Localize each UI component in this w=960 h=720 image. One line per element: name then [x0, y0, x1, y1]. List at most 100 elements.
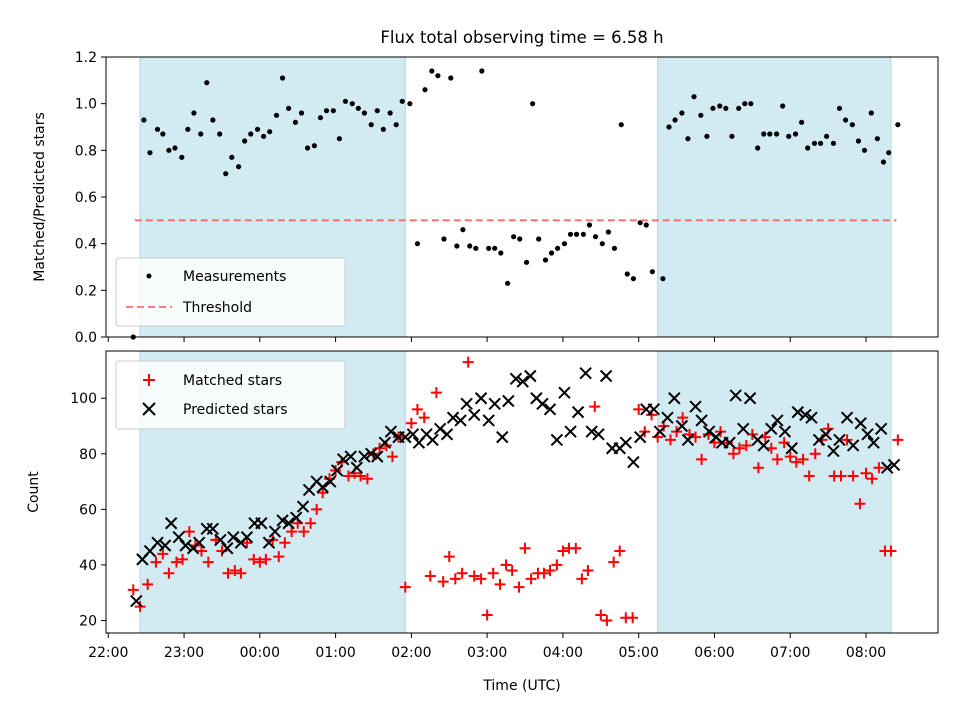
- measurement-point: [242, 138, 248, 144]
- matched-star-point: [544, 564, 556, 576]
- predicted-star-point: [681, 433, 695, 447]
- measurement-point: [298, 110, 305, 116]
- matched-star-point: [873, 462, 885, 474]
- measurement-point: [660, 276, 666, 282]
- bottom-axes-frame: [105, 350, 939, 634]
- measurement-point: [666, 124, 672, 130]
- measurement-point: [248, 131, 254, 137]
- top-panel: 0.0 0.2 0.4 0.6 0.8 1.0 1.2 Matched/Predicted …: [32, 50, 939, 346]
- measurement-point: [330, 108, 336, 114]
- chart-title: Flux total observing time = 6.58 h: [380, 28, 663, 47]
- predicted-star-point: [384, 425, 398, 438]
- measurement-point: [685, 136, 691, 142]
- measurement-point: [317, 115, 324, 121]
- predicted-star-point: [743, 392, 757, 405]
- predicted-star-point: [737, 422, 750, 436]
- predicted-star-point: [524, 369, 537, 383]
- measurement-point: [448, 75, 454, 81]
- matched-star-point: [892, 434, 904, 446]
- measurement-point: [523, 259, 530, 265]
- measurement-point: [842, 117, 849, 123]
- top-legend: Measurements Threshold: [115, 257, 346, 327]
- measurement-point: [393, 122, 399, 128]
- matched-star-point: [487, 567, 499, 579]
- predicted-star-point: [827, 444, 840, 458]
- predicted-star-point: [799, 408, 812, 422]
- matched-star-point: [286, 526, 298, 538]
- measurement-point: [742, 101, 748, 107]
- predicted-star-point: [206, 522, 220, 536]
- predicted-star-point: [496, 430, 509, 444]
- predicted-star-point: [653, 425, 667, 438]
- measurement-point: [561, 241, 568, 247]
- measurement-point: [492, 245, 498, 251]
- measurement-point: [799, 119, 805, 125]
- bottom-y-tick-label: 40: [79, 558, 97, 574]
- predicted-star-point: [874, 422, 888, 436]
- matched-star-point: [468, 570, 480, 582]
- matched-star-point: [494, 578, 506, 590]
- measurement-point: [517, 236, 523, 242]
- legend-predicted-label: Predicted stars: [183, 402, 288, 418]
- measurement-point: [530, 101, 536, 107]
- measurement-point: [422, 87, 428, 93]
- predicted-star-point: [668, 392, 681, 405]
- predicted-star-point: [440, 428, 454, 441]
- matched-star-point: [424, 570, 436, 582]
- matched-star-point: [481, 609, 493, 621]
- predicted-star-point: [276, 514, 289, 527]
- matched-star-point: [241, 537, 253, 549]
- matched-star-point: [150, 556, 162, 568]
- measurement-point: [780, 103, 786, 109]
- matched-star-point: [475, 573, 487, 585]
- predicted-star-point: [255, 517, 268, 530]
- matched-star-point: [885, 545, 897, 557]
- measurement-point: [467, 243, 473, 249]
- bottom-y-tick-label: 100: [70, 391, 97, 407]
- matched-star-point: [170, 556, 182, 568]
- top-y-tick-label: 0.4: [75, 237, 97, 253]
- measurement-point: [498, 250, 504, 256]
- x-tick-label: 22:00: [88, 645, 128, 661]
- measurement-point: [599, 241, 605, 247]
- predicted-star-point: [571, 405, 585, 419]
- matched-star-point: [195, 545, 207, 557]
- matched-star-point: [418, 412, 430, 424]
- predicted-star-point: [579, 367, 592, 380]
- predicted-star-point: [846, 439, 860, 452]
- matched-star-point: [279, 537, 291, 549]
- measurement-point: [548, 250, 555, 256]
- predicted-star-point: [592, 428, 605, 441]
- measurement-point: [698, 112, 704, 118]
- measurement-point: [505, 280, 511, 286]
- legend-predicted-marker: [142, 402, 156, 416]
- measurement-point: [407, 101, 413, 107]
- measurement-point: [774, 131, 780, 137]
- measurement-point: [342, 98, 349, 104]
- legend-matched-label: Matched stars: [183, 373, 282, 389]
- matched-star-point: [576, 573, 588, 585]
- measurement-point: [586, 222, 593, 228]
- x-axis-label: Time (UTC): [482, 678, 560, 694]
- matched-star-point: [437, 576, 449, 588]
- measurement-point: [895, 122, 901, 128]
- predicted-star-point: [619, 436, 633, 449]
- matched-star-point: [601, 614, 613, 626]
- measurement-point: [573, 231, 580, 237]
- measurement-point: [855, 138, 862, 144]
- bottom-y-ticks: 20 40 60 80 100: [70, 391, 106, 629]
- predicted-star-point: [536, 397, 549, 410]
- matched-star-point: [273, 551, 285, 563]
- measurement-point: [880, 159, 887, 165]
- top-measurement-points: [130, 68, 901, 340]
- predicted-star-point: [661, 411, 674, 424]
- predicted-star-point: [164, 517, 178, 530]
- measurement-point: [637, 220, 643, 226]
- predicted-star-point: [358, 450, 371, 463]
- matched-star-point: [330, 464, 342, 476]
- bottom-panel: 20 40 60 80 100 22:00 23:00 00:00 01:00 02:00 03:…: [26, 350, 939, 694]
- predicted-star-point: [282, 517, 295, 530]
- predicted-star-point: [214, 533, 227, 547]
- x-tick-label: 03:00: [467, 645, 507, 661]
- matched-star-point: [443, 551, 455, 563]
